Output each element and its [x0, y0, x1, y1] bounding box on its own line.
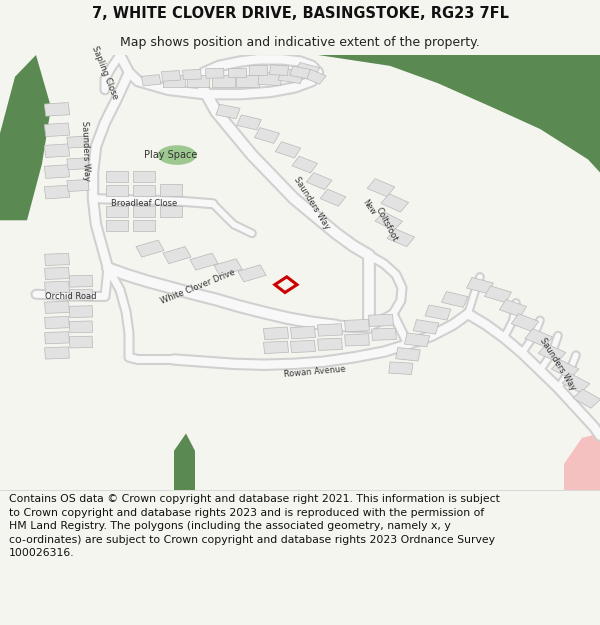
Text: Saunders Way: Saunders Way: [538, 336, 578, 392]
Text: Orchid Road: Orchid Road: [45, 292, 97, 301]
Text: Saunders Way: Saunders Way: [80, 121, 91, 181]
Text: Contains OS data © Crown copyright and database right 2021. This information is : Contains OS data © Crown copyright and d…: [9, 494, 500, 559]
Text: 7, WHITE CLOVER DRIVE, BASINGSTOKE, RG23 7FL: 7, WHITE CLOVER DRIVE, BASINGSTOKE, RG23…: [91, 6, 509, 21]
Text: Rowan Avenue: Rowan Avenue: [284, 364, 346, 379]
Ellipse shape: [157, 145, 197, 165]
Text: Saunders Way: Saunders Way: [292, 175, 332, 231]
Text: New: New: [361, 198, 377, 217]
Text: White Clover Drive: White Clover Drive: [160, 268, 236, 306]
Text: Coltsfoot: Coltsfoot: [374, 206, 400, 243]
Text: Sapling Close: Sapling Close: [90, 44, 120, 101]
Text: Broadleaf Close: Broadleaf Close: [111, 199, 177, 208]
Polygon shape: [564, 434, 600, 490]
Text: Play Space: Play Space: [145, 150, 197, 160]
Text: Map shows position and indicative extent of the property.: Map shows position and indicative extent…: [120, 36, 480, 49]
